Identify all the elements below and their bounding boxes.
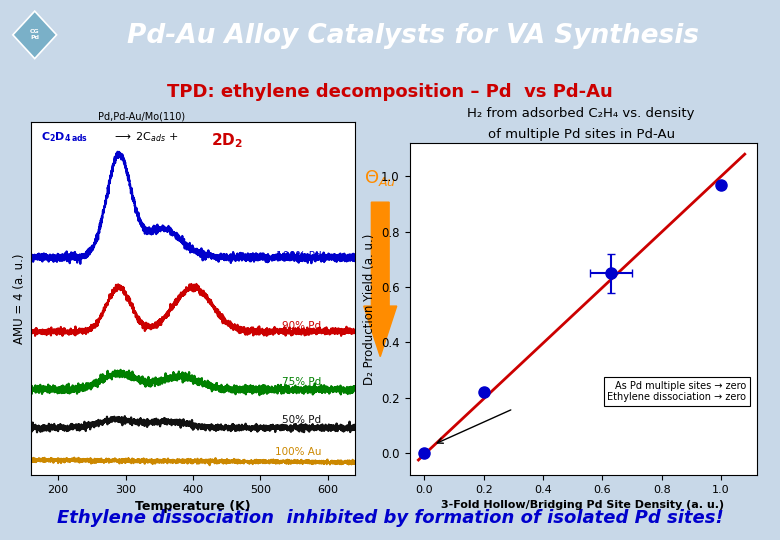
Text: 90% Pd: 90% Pd [282, 321, 321, 330]
Text: $\longrightarrow$ 2C$_{ads}$ +: $\longrightarrow$ 2C$_{ads}$ + [112, 130, 179, 144]
Text: $\mathbf{2D_2}$: $\mathbf{2D_2}$ [211, 131, 243, 150]
Y-axis label: D₂ Production Yield (a. u.): D₂ Production Yield (a. u.) [363, 233, 376, 385]
Text: 100% Pd: 100% Pd [275, 251, 321, 261]
Text: As Pd multiple sites → zero
Ethylene dissociation → zero: As Pd multiple sites → zero Ethylene dis… [607, 381, 746, 402]
FancyArrow shape [363, 202, 397, 356]
Y-axis label: AMU = 4 (a. u.): AMU = 4 (a. u.) [12, 253, 26, 343]
X-axis label: 3-Fold Hollow/Bridging Pd Site Density (a. u.): 3-Fold Hollow/Bridging Pd Site Density (… [441, 501, 725, 510]
Text: H₂ from adsorbed C₂H₄ vs. density: H₂ from adsorbed C₂H₄ vs. density [467, 107, 695, 120]
Text: CG
Pd: CG Pd [30, 30, 40, 40]
Text: $\mathbf{C_2D_{4\,ads}}$: $\mathbf{C_2D_{4\,ads}}$ [41, 130, 88, 144]
Text: Ethylene dissociation  inhibited by formation of isolated Pd sites!: Ethylene dissociation inhibited by forma… [57, 509, 723, 527]
Text: of multiple Pd sites in Pd-Au: of multiple Pd sites in Pd-Au [488, 128, 675, 141]
Text: 50% Pd: 50% Pd [282, 415, 321, 426]
Text: Pd,Pd-Au/Mo(110): Pd,Pd-Au/Mo(110) [98, 111, 185, 122]
Polygon shape [12, 11, 57, 58]
Text: 75% Pd: 75% Pd [282, 377, 321, 387]
Text: 100% Au: 100% Au [275, 447, 321, 457]
X-axis label: Temperature (K): Temperature (K) [135, 501, 251, 514]
Text: $\Theta_{Au}$: $\Theta_{Au}$ [364, 168, 396, 188]
Text: Pd-Au Alloy Catalysts for VA Synthesis: Pd-Au Alloy Catalysts for VA Synthesis [127, 23, 700, 49]
Text: TPD: ethylene decomposition – Pd  vs Pd-Au: TPD: ethylene decomposition – Pd vs Pd-A… [167, 83, 613, 102]
